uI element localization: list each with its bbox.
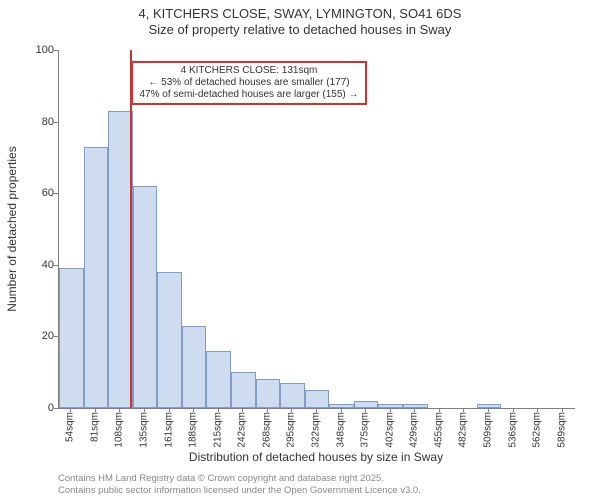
xtick-label: 589sqm (556, 412, 567, 448)
xtick-label: 322sqm (311, 412, 322, 448)
annotation-box: 4 KITCHERS CLOSE: 131sqm← 53% of detache… (131, 61, 366, 105)
annotation-line: ← 53% of detached houses are smaller (17… (139, 77, 358, 89)
xtick-label: 429sqm (409, 412, 420, 448)
bar (256, 379, 281, 408)
ytick-label: 0 (14, 402, 54, 414)
bar (354, 401, 379, 408)
bar (59, 268, 84, 408)
title-block: 4, KITCHERS CLOSE, SWAY, LYMINGTON, SO41… (0, 0, 600, 39)
bar (231, 372, 256, 408)
xtick-label: 509sqm (483, 412, 494, 448)
bar (378, 404, 403, 408)
y-axis-label: Number of detached properties (5, 146, 19, 311)
xtick-label: 482sqm (458, 412, 469, 448)
xtick-label: 54sqm (65, 412, 76, 442)
footer-line-2: Contains public sector information licen… (58, 485, 421, 496)
xtick-label: 375sqm (360, 412, 371, 448)
xtick-label: 108sqm (114, 412, 125, 448)
bar (403, 404, 428, 408)
ytick-label: 40 (14, 259, 54, 271)
plot-area: 4 KITCHERS CLOSE: 131sqm← 53% of detache… (58, 50, 575, 409)
xtick-label: 215sqm (212, 412, 223, 448)
bar (206, 351, 231, 408)
chart-container: 4, KITCHERS CLOSE, SWAY, LYMINGTON, SO41… (0, 0, 600, 500)
bar (305, 390, 330, 408)
xtick-label: 242sqm (237, 412, 248, 448)
xtick-label: 536sqm (507, 412, 518, 448)
ytick-label: 60 (14, 187, 54, 199)
bar (182, 326, 207, 408)
xtick-label: 455sqm (433, 412, 444, 448)
xtick-label: 562sqm (532, 412, 543, 448)
title-sub: Size of property relative to detached ho… (0, 22, 600, 38)
ytick-label: 80 (14, 116, 54, 128)
xtick-label: 268sqm (261, 412, 272, 448)
footer: Contains HM Land Registry data © Crown c… (58, 473, 421, 496)
xtick-label: 295sqm (286, 412, 297, 448)
bar (280, 383, 305, 408)
title-main: 4, KITCHERS CLOSE, SWAY, LYMINGTON, SO41… (0, 6, 600, 22)
xtick-label: 348sqm (335, 412, 346, 448)
bar (157, 272, 182, 408)
xtick-label: 81sqm (89, 412, 100, 442)
bar (108, 111, 133, 408)
annotation-line: 47% of semi-detached houses are larger (… (139, 89, 358, 101)
bar (84, 147, 109, 408)
x-axis-label: Distribution of detached houses by size … (189, 450, 443, 464)
ytick-label: 20 (14, 330, 54, 342)
bar (133, 186, 158, 408)
xtick-label: 161sqm (163, 412, 174, 448)
xtick-label: 188sqm (188, 412, 199, 448)
xtick-label: 402sqm (384, 412, 395, 448)
bar (329, 404, 354, 408)
annotation-line: 4 KITCHERS CLOSE: 131sqm (139, 65, 358, 77)
ytick-label: 100 (14, 44, 54, 56)
footer-line-1: Contains HM Land Registry data © Crown c… (58, 473, 421, 484)
xtick-label: 135sqm (139, 412, 150, 448)
